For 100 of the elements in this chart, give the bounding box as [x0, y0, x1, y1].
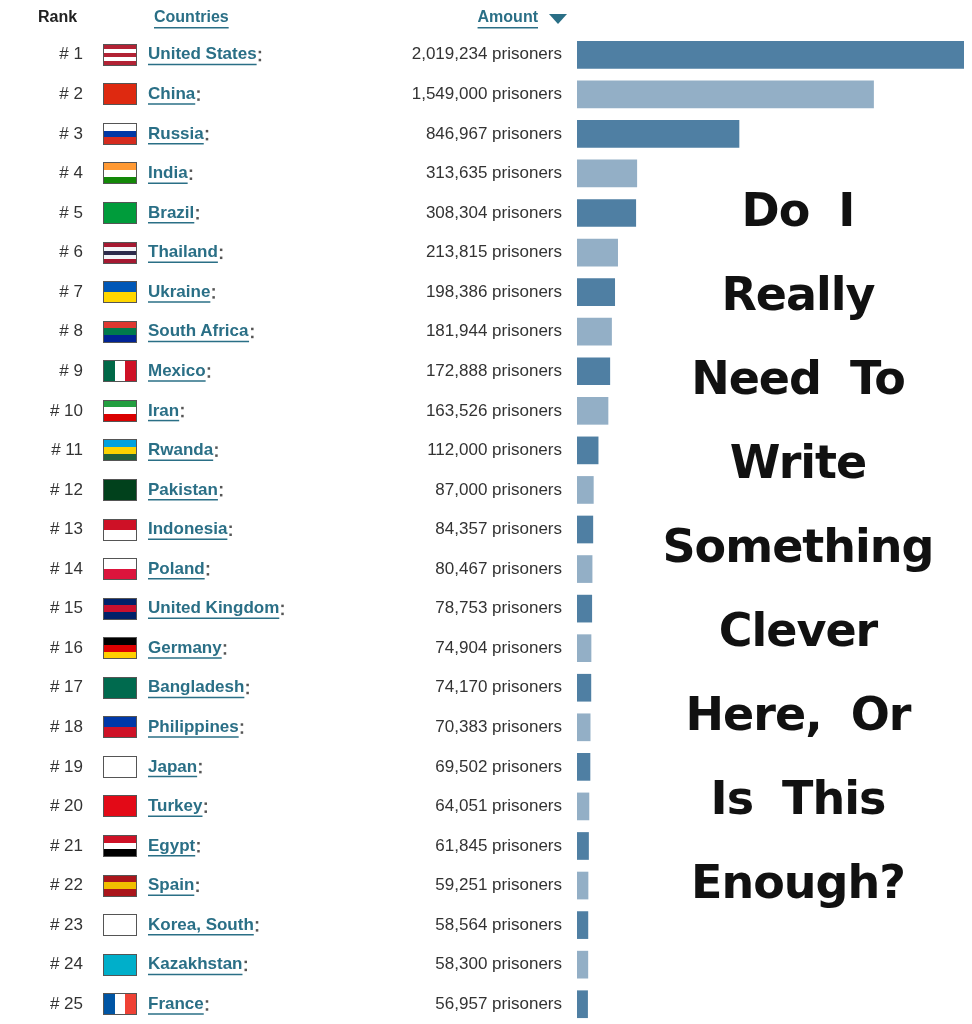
- chart-title: Do I Really Need To Write Something Clever Here, Or Is This Enough?: [662, 183, 934, 909]
- y-tick-label: Ukraine: [148, 281, 211, 301]
- text: # 13: [49, 519, 83, 539]
- y-tick-label: United States: [148, 44, 257, 64]
- data-label: 74,904 prisoners: [435, 637, 562, 657]
- bar: [577, 357, 611, 386]
- y-tick-label: Brazil: [148, 202, 195, 222]
- data-label: 112,000 prisoners: [427, 440, 562, 460]
- y-tick-label: France: [148, 993, 204, 1013]
- y-tick-label: Pakistan: [148, 479, 218, 499]
- data-label: 308,304 prisoners: [425, 202, 562, 222]
- bar: [577, 80, 874, 109]
- bar: [577, 436, 599, 465]
- y-tick-label: Egypt: [148, 835, 196, 855]
- text: # 16: [49, 637, 83, 657]
- y-tick-label: Mexico: [148, 360, 206, 380]
- data-label: 69,502 prisoners: [435, 756, 562, 776]
- data-label: 213,815 prisoners: [425, 242, 562, 262]
- y-tick-label: Korea, South: [148, 914, 254, 934]
- bar: [577, 634, 592, 663]
- text: # 14: [49, 558, 83, 578]
- text: # 5: [59, 202, 83, 222]
- bar: [577, 555, 593, 583]
- y-tick-label: Japan: [148, 756, 198, 776]
- text: # 22: [49, 875, 83, 895]
- data-label: 70,383 prisoners: [435, 716, 562, 736]
- data-label: 59,251 prisoners: [435, 875, 562, 895]
- bar: [577, 713, 591, 742]
- bar: [577, 673, 592, 702]
- text: # 11: [51, 440, 83, 460]
- bar: [577, 40, 964, 69]
- bar: [577, 317, 612, 346]
- data-label: 64,051 prisoners: [435, 796, 562, 816]
- y-tick-label: Indonesia: [148, 519, 228, 539]
- text: Countries: [154, 8, 229, 26]
- y-tick-label: Russia: [148, 123, 205, 143]
- bar: [577, 278, 616, 306]
- bar: [577, 832, 589, 860]
- y-tick-label: India: [148, 163, 189, 183]
- data-label: 80,467 prisoners: [435, 558, 562, 578]
- bar: [577, 950, 589, 979]
- y-tick-label: Poland: [148, 558, 205, 578]
- y-tick-label: Spain: [148, 875, 195, 895]
- text: # 9: [59, 360, 83, 380]
- text: Rank: [38, 8, 78, 26]
- y-tick-label: Bangladesh: [148, 677, 245, 697]
- text: # 20: [49, 796, 83, 816]
- bar: [577, 199, 637, 227]
- bar: [577, 753, 591, 781]
- data-label: 846,967 prisoners: [425, 123, 562, 143]
- bar: [577, 594, 593, 623]
- data-label: 172,888 prisoners: [425, 360, 562, 380]
- data-label: 198,386 prisoners: [425, 281, 562, 301]
- data-label: 313,635 prisoners: [425, 163, 562, 183]
- data-label: 163,526 prisoners: [425, 400, 562, 420]
- bar: [577, 871, 589, 900]
- data-label: 1,549,000 prisoners: [411, 84, 562, 104]
- y-tick-label: China: [148, 84, 196, 104]
- bar: [577, 159, 638, 188]
- bar: [577, 120, 740, 148]
- text: # 6: [59, 242, 83, 262]
- data-label: 2,019,234 prisoners: [411, 44, 562, 64]
- data-label: 78,753 prisoners: [435, 598, 562, 618]
- y-tick-label: Iran: [148, 400, 180, 420]
- text: # 3: [59, 123, 83, 143]
- bar: [577, 911, 589, 939]
- text: # 23: [49, 914, 83, 934]
- text: # 15: [49, 598, 83, 618]
- text: # 18: [49, 716, 83, 736]
- bar: [577, 238, 618, 267]
- text: # 7: [59, 281, 83, 301]
- text: # 21: [49, 835, 83, 855]
- y-tick-label: Rwanda: [148, 440, 214, 460]
- y-tick-label: Philippines: [148, 716, 239, 736]
- data-label: 58,300 prisoners: [435, 954, 562, 974]
- bar: [577, 396, 609, 425]
- text: # 17: [49, 677, 83, 697]
- bar: [577, 476, 594, 504]
- text: # 2: [59, 84, 83, 104]
- text: # 8: [59, 321, 83, 341]
- data-label: 74,170 prisoners: [435, 677, 562, 697]
- text: # 12: [49, 479, 83, 499]
- data-label: 58,564 prisoners: [435, 914, 562, 934]
- y-tick-label: Turkey: [148, 796, 204, 816]
- bar: [577, 792, 590, 821]
- text: Amount: [477, 8, 539, 26]
- text: # 4: [59, 163, 83, 183]
- y-tick-label: Thailand: [148, 242, 218, 262]
- data-label: 84,357 prisoners: [435, 519, 562, 539]
- y-tick-label: South Africa: [148, 321, 249, 341]
- data-label: 56,957 prisoners: [435, 993, 562, 1013]
- text: # 24: [49, 954, 83, 974]
- y-tick-label: Germany: [148, 637, 223, 657]
- data-label: 61,845 prisoners: [435, 835, 562, 855]
- y-tick-label: United Kingdom: [148, 598, 280, 618]
- text: # 25: [49, 993, 83, 1013]
- bar: [577, 990, 588, 1019]
- text: # 10: [49, 400, 83, 420]
- y-tick-label: Kazakhstan: [148, 954, 243, 974]
- data-label: 181,944 prisoners: [425, 321, 562, 341]
